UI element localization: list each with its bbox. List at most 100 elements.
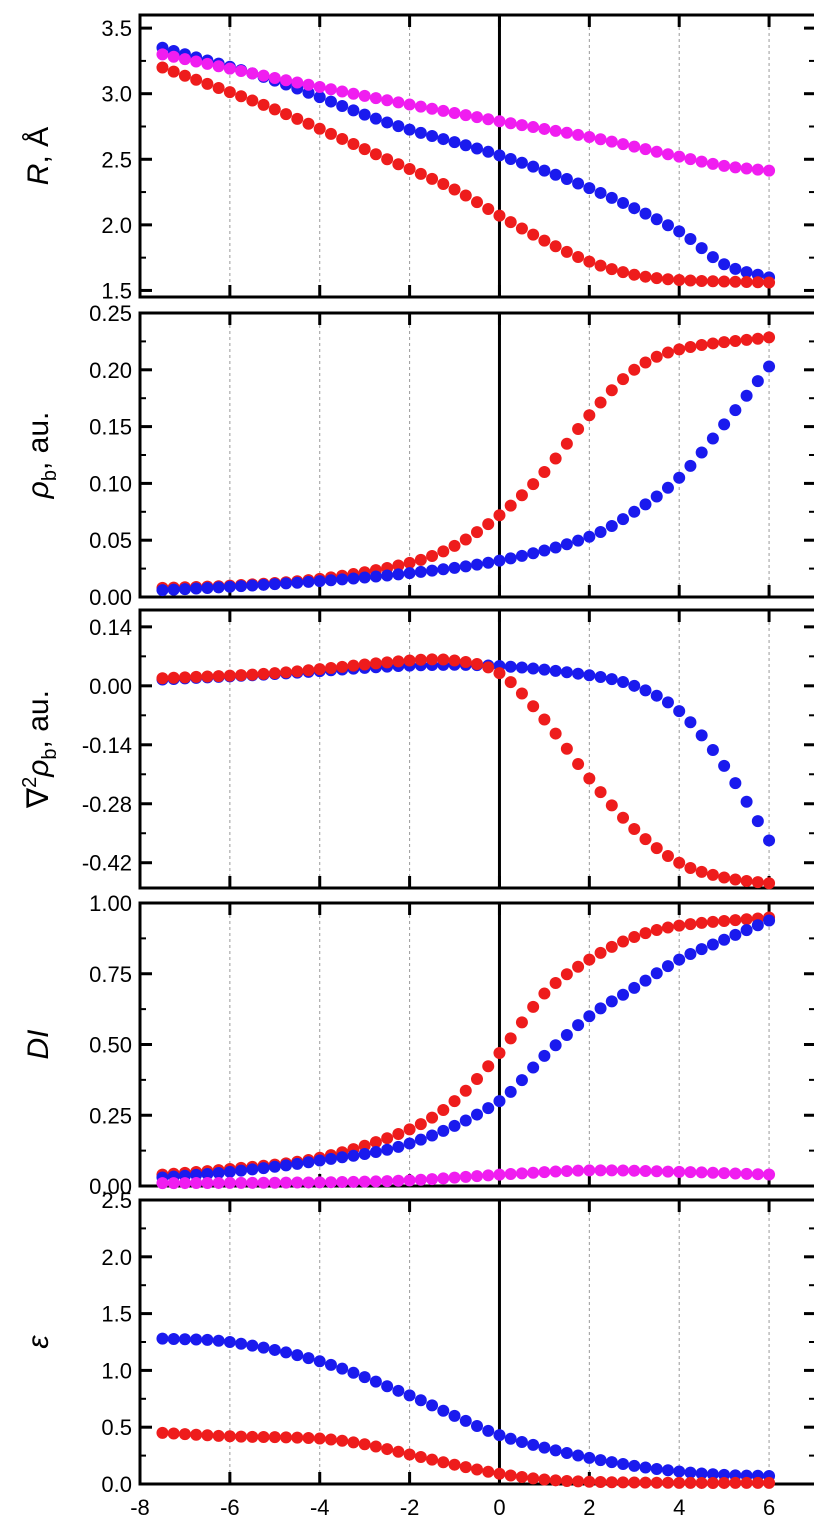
data-point-red (459, 1084, 472, 1097)
data-point-magenta (246, 67, 259, 80)
data-point-red (605, 384, 618, 397)
data-point-blue (437, 133, 450, 146)
data-point-magenta (178, 1177, 191, 1190)
data-point-red (605, 1476, 618, 1489)
y-tick-label: 0.5 (101, 1415, 132, 1440)
data-point-magenta (639, 1164, 652, 1177)
data-point-blue (594, 1454, 607, 1467)
data-point-red (347, 659, 360, 672)
data-point-red (718, 871, 731, 884)
data-point-blue (504, 1432, 517, 1445)
data-point-red (650, 923, 663, 936)
data-point-red (336, 132, 349, 145)
data-point-red (482, 1465, 495, 1478)
data-point-blue (190, 1333, 203, 1346)
data-point-red (280, 666, 293, 679)
data-point-magenta (729, 1167, 742, 1180)
data-point-blue (718, 418, 731, 431)
data-point-blue (729, 404, 742, 417)
data-point-red (538, 1473, 551, 1486)
data-point-red (459, 533, 472, 546)
data-point-blue (583, 669, 596, 682)
data-point-red (493, 509, 506, 522)
data-point-red (650, 842, 663, 855)
data-point-red (650, 350, 663, 363)
data-point-blue (763, 360, 776, 373)
data-point-red (358, 1438, 371, 1451)
data-point-red (583, 409, 596, 422)
data-point-red (751, 332, 764, 345)
data-point-blue (459, 139, 472, 152)
data-point-magenta (594, 133, 607, 146)
data-point-red (437, 653, 450, 666)
data-point-red (594, 396, 607, 409)
data-point-red (392, 1445, 405, 1458)
data-point-red (302, 664, 315, 677)
y-tick-label: 0.00 (89, 674, 132, 699)
y-tick-label: 0.75 (89, 962, 132, 987)
data-point-magenta (178, 53, 191, 66)
data-point-blue (336, 1151, 349, 1164)
data-point-red (763, 1476, 776, 1489)
data-point-magenta (751, 163, 764, 176)
data-point-blue (617, 513, 630, 526)
y-axis-label: DI (22, 1030, 55, 1060)
data-point-blue (313, 1355, 326, 1368)
data-point-magenta (628, 140, 641, 153)
data-point-red (527, 478, 540, 491)
data-point-red (661, 850, 674, 863)
data-point-red (482, 203, 495, 216)
data-point-red (684, 274, 697, 287)
data-point-magenta (695, 1166, 708, 1179)
data-point-blue (504, 660, 517, 673)
data-point-blue (661, 219, 674, 232)
data-point-blue (527, 662, 540, 675)
data-point-red (190, 1428, 203, 1441)
data-point-blue (560, 666, 573, 679)
data-point-red (426, 172, 439, 185)
data-point-magenta (392, 96, 405, 109)
data-point-red (426, 653, 439, 666)
data-point-magenta (673, 1165, 686, 1178)
data-point-red (661, 1476, 674, 1489)
data-point-red (246, 1430, 259, 1443)
y-tick-label: -0.42 (82, 851, 132, 876)
data-point-red (538, 987, 551, 1000)
data-point-blue (156, 584, 169, 597)
data-point-magenta (538, 122, 551, 135)
data-point-red (673, 919, 686, 932)
data-point-red (617, 266, 630, 279)
data-point-red (572, 422, 585, 435)
data-point-red (605, 799, 618, 812)
data-point-magenta (280, 74, 293, 87)
data-point-blue (583, 530, 596, 543)
data-point-magenta (302, 78, 315, 91)
data-point-red (493, 667, 506, 680)
data-point-red (718, 336, 731, 349)
data-point-blue (178, 1333, 191, 1346)
data-point-red (223, 86, 236, 99)
data-point-red (156, 61, 169, 74)
data-point-magenta (482, 113, 495, 126)
data-point-magenta (437, 104, 450, 117)
data-point-blue (369, 1375, 382, 1388)
data-point-blue (549, 1039, 562, 1052)
data-point-blue (381, 569, 394, 582)
data-point-blue (381, 116, 394, 129)
data-point-red (549, 452, 562, 465)
data-point-red (572, 1475, 585, 1488)
data-point-magenta (268, 71, 281, 84)
data-point-blue (673, 953, 686, 966)
data-point-magenta (414, 100, 427, 113)
data-point-blue (639, 207, 652, 220)
data-point-blue (482, 1102, 495, 1115)
data-point-red (471, 1463, 483, 1476)
data-point-red (426, 1111, 439, 1124)
data-point-red (729, 914, 742, 927)
data-point-magenta (560, 126, 573, 139)
data-point-red (504, 1032, 517, 1045)
data-point-red (538, 466, 551, 479)
data-point-blue (369, 112, 382, 125)
data-point-blue (414, 1394, 427, 1407)
data-point-red (347, 1436, 360, 1449)
